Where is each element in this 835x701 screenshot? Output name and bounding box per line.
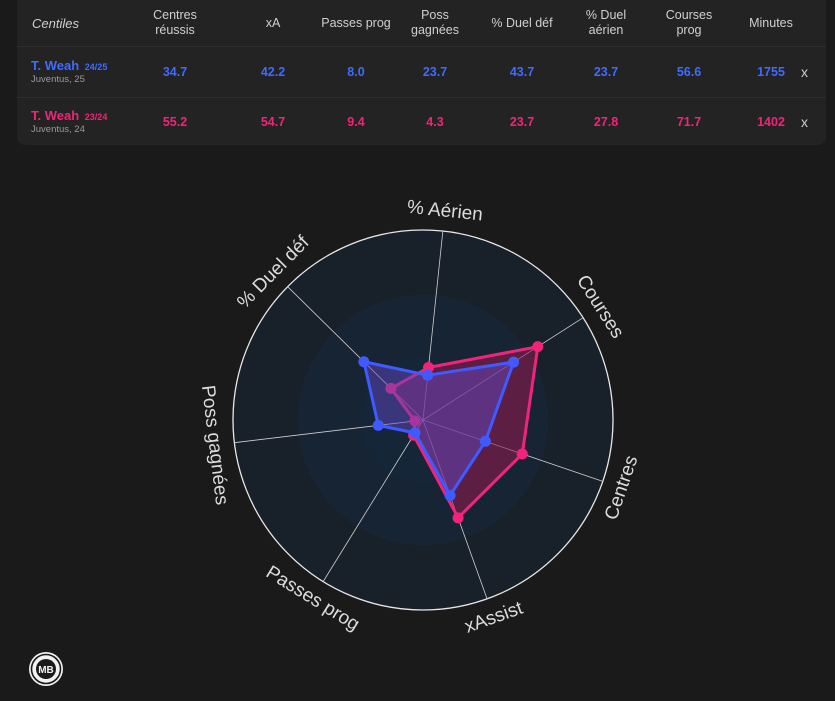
axis-label: % Aérien [406,197,484,226]
player-row: T. Weah 24/25 Juventus, 25 34.7 42.2 8.0 23… [17,47,826,98]
stat-value: 54.7 [260,115,286,129]
series-point [372,419,384,431]
stat-value: 42.2 [260,65,286,79]
stat-value: 71.7 [676,115,702,129]
stat-value: 23.7 [422,65,448,79]
stat-value: 34.7 [162,65,188,79]
column-header[interactable]: Centres réussis [135,8,215,38]
column-header-line: aérien [588,23,624,37]
player-club: Juventus, 25 [31,74,85,85]
player-row: T. Weah 23/24 Juventus, 24 55.2 54.7 9.4 4.… [17,97,826,147]
radar-outer-circle [232,229,614,611]
column-header[interactable]: Minutes [731,16,811,31]
series-point [479,435,491,447]
player-club: Juventus, 24 [31,124,85,135]
stat-value: 8.0 [347,65,365,79]
series-polygon [362,360,516,497]
column-header[interactable]: % Duel déf [482,16,562,31]
radar-spoke [322,419,424,582]
player-name: T. Weah 23/24 [31,108,108,123]
column-header-line: Minutes [749,16,793,30]
logo-text: MB [38,665,54,676]
series-point [422,369,434,381]
axis-label: Poss gagnées [197,384,232,506]
series-point [508,356,520,368]
column-header-line: Courses [665,8,713,22]
column-header-line: xA [265,16,281,30]
column-header-line: Centres [153,8,197,22]
series-point [532,341,544,353]
stat-value: 9.4 [347,115,365,129]
stat-value: 55.2 [162,115,188,129]
column-header-line: Poss [421,8,449,22]
stat-value: 23.7 [509,115,535,129]
column-header[interactable]: Courses prog [649,8,729,38]
column-header-line: prog [676,23,702,37]
column-header[interactable]: xA [233,16,313,31]
column-header[interactable]: Passes prog [316,16,396,31]
stat-value: 1755 [757,65,785,79]
column-header-line: % Duel déf [491,16,553,30]
header-centiles: Centiles [32,16,79,31]
series-point [358,356,370,368]
remove-player-button[interactable]: x [801,114,808,130]
series-point [444,489,456,501]
stat-value: 43.7 [509,65,535,79]
column-header-line: Passes prog [321,16,391,30]
player-name: T. Weah 24/25 [31,58,108,73]
stat-value: 4.3 [426,115,444,129]
stat-value: 56.6 [676,65,702,79]
stat-value: 23.7 [593,65,619,79]
series-point [452,512,464,524]
table-header: Centiles Centres réussis xA Passes prog Poss… [17,0,826,47]
remove-player-button[interactable]: x [801,64,808,80]
column-header[interactable]: Poss gagnées [395,8,475,38]
stat-value: 1402 [757,115,785,129]
series-point [516,448,528,460]
column-header-line: réussis [155,23,195,37]
column-header-line: gagnées [411,23,459,37]
comparison-table: Centiles Centres réussis xA Passes prog Poss… [17,0,826,145]
column-header[interactable]: % Duel aérien [566,8,646,38]
mb-logo-icon: MB [29,652,63,686]
stat-value: 27.8 [593,115,619,129]
column-header-line: % Duel [585,8,627,22]
series-point [409,427,421,439]
